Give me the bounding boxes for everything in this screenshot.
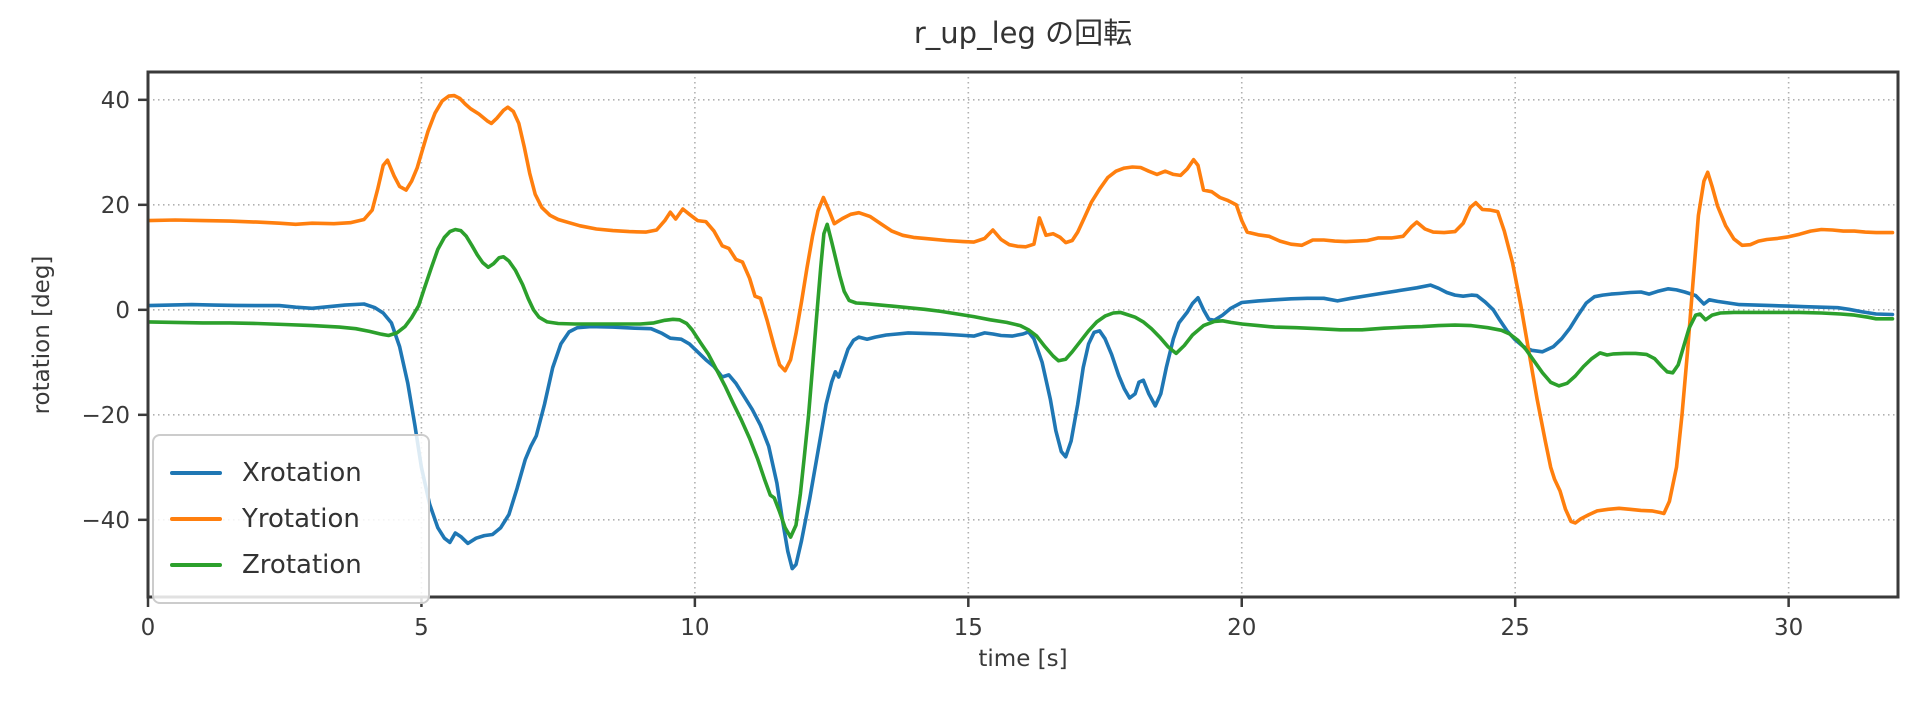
legend: Xrotation Yrotation Zrotation (152, 434, 430, 604)
series-line-xrotation (148, 283, 1895, 571)
legend-line-sample-z (170, 563, 222, 567)
y-tick-label: 40 (101, 88, 130, 114)
chart-title: r_up_leg の回転 (913, 16, 1133, 50)
series-line-zrotation (148, 222, 1895, 539)
y-tick-label: 0 (115, 298, 130, 324)
x-tick-label: 30 (1774, 615, 1803, 641)
legend-label-zrotation: Zrotation (242, 550, 362, 580)
x-tick-label: 5 (414, 615, 429, 641)
series-line-yrotation (148, 93, 1895, 525)
legend-item-zrotation: Zrotation (170, 542, 410, 588)
legend-label-yrotation: Yrotation (242, 504, 360, 534)
x-tick-label: 10 (680, 615, 709, 641)
legend-item-xrotation: Xrotation (170, 450, 410, 496)
x-tick-label: 20 (1227, 615, 1256, 641)
x-tick-label: 25 (1501, 615, 1530, 641)
x-tick-label: 15 (954, 615, 983, 641)
y-axis-label: rotation [deg] (29, 255, 55, 415)
legend-item-yrotation: Yrotation (170, 496, 410, 542)
y-tick-label: 20 (101, 193, 130, 219)
x-axis-label: time [s] (978, 646, 1068, 672)
axes-frame (146, 70, 1900, 599)
legend-line-sample-y (170, 517, 222, 521)
y-tick-label: −20 (81, 403, 130, 429)
legend-line-sample-x (170, 471, 222, 475)
x-tick-label: 0 (141, 615, 156, 641)
legend-label-xrotation: Xrotation (242, 458, 362, 488)
y-tick-label: −40 (81, 508, 130, 534)
